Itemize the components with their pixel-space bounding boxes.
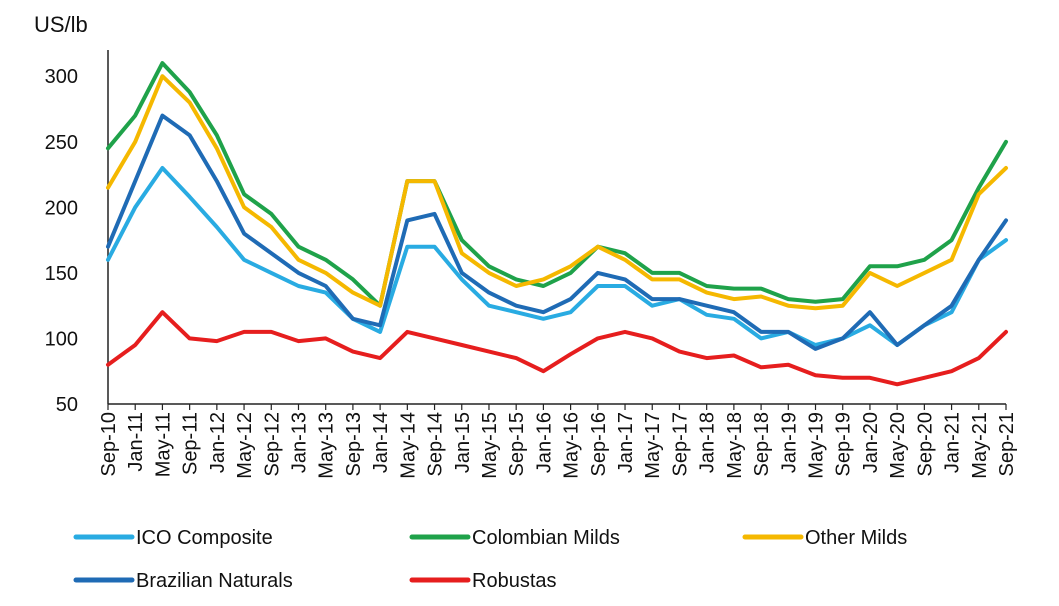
x-tick-label: May-18: [724, 412, 746, 479]
y-tick-label: 100: [45, 328, 78, 350]
y-tick-label: 150: [45, 263, 78, 285]
x-tick-label: Jan-20: [860, 412, 882, 473]
x-tick-label: Jan-21: [942, 412, 964, 473]
x-tick-label: Sep-12: [261, 412, 283, 477]
x-tick-label: May-13: [316, 412, 338, 479]
x-tick-label: Jan-16: [533, 412, 555, 473]
legend-label-colombian-milds: Colombian Milds: [472, 527, 620, 549]
x-tick-label: May-12: [234, 412, 256, 479]
y-tick-label: 200: [45, 197, 78, 219]
y-tick-label: 250: [45, 132, 78, 154]
legend-label-other-milds: Other Milds: [805, 527, 907, 549]
y-axis: 50 100 150 200 250 300: [45, 50, 109, 416]
x-tick-label: May-21: [969, 412, 991, 479]
x-tick-label: Sep-18: [751, 412, 773, 477]
y-tick-label: 50: [56, 394, 78, 416]
series-line-brazilian-naturals: [106, 113, 1008, 351]
x-tick-label: Sep-19: [833, 412, 855, 477]
x-tick-label: Jan-11: [125, 412, 147, 472]
x-tick-label: May-16: [561, 412, 583, 479]
x-tick-label: Jan-15: [452, 412, 474, 473]
x-tick-label: May-14: [397, 412, 419, 479]
x-tick-label: May-19: [806, 412, 828, 479]
x-tick-label: Sep-11: [180, 412, 202, 475]
series-line-other-milds: [106, 74, 1008, 311]
legend: ICO Composite Colombian Milds Other Milds B…: [73, 527, 907, 592]
x-tick-label: Sep-15: [506, 412, 528, 477]
x-tick-label: Jan-18: [697, 412, 719, 473]
legend-label-brazilian-naturals: Brazilian Naturals: [136, 570, 293, 592]
x-tick-label: May-20: [887, 412, 909, 479]
x-tick-label: Sep-21: [996, 412, 1018, 477]
x-tick-label: May-11: [152, 412, 174, 477]
x-axis: Sep-10 Jan-11 May-11 Sep-11 Jan-12 May-12 Sep-…: [98, 403, 1018, 479]
x-tick-label: May-15: [479, 412, 501, 479]
x-tick-label: Jan-17: [615, 412, 637, 473]
x-tick-label: Jan-12: [207, 412, 229, 473]
legend-label-robustas: Robustas: [472, 570, 557, 592]
series-line-colombian-milds: [106, 61, 1008, 308]
legend-label-ico-composite: ICO Composite: [136, 527, 273, 549]
series-lines: [106, 61, 1008, 387]
series-line-robustas: [106, 310, 1008, 387]
y-axis-label: US/lb: [34, 12, 88, 37]
x-tick-label: Sep-10: [98, 412, 120, 477]
series-line-ico-composite: [106, 166, 1008, 347]
x-tick-label: Sep-16: [588, 412, 610, 477]
x-tick-label: May-17: [642, 412, 664, 479]
y-tick-label: 300: [45, 66, 78, 88]
x-tick-label: Jan-19: [778, 412, 800, 473]
x-tick-label: Jan-13: [288, 412, 310, 473]
x-tick-label: Sep-17: [669, 412, 691, 477]
x-tick-label: Sep-20: [914, 412, 936, 477]
x-tick-label: Jan-14: [370, 412, 392, 473]
x-tick-label: Sep-14: [425, 412, 447, 477]
x-tick-label: Sep-13: [343, 412, 365, 477]
